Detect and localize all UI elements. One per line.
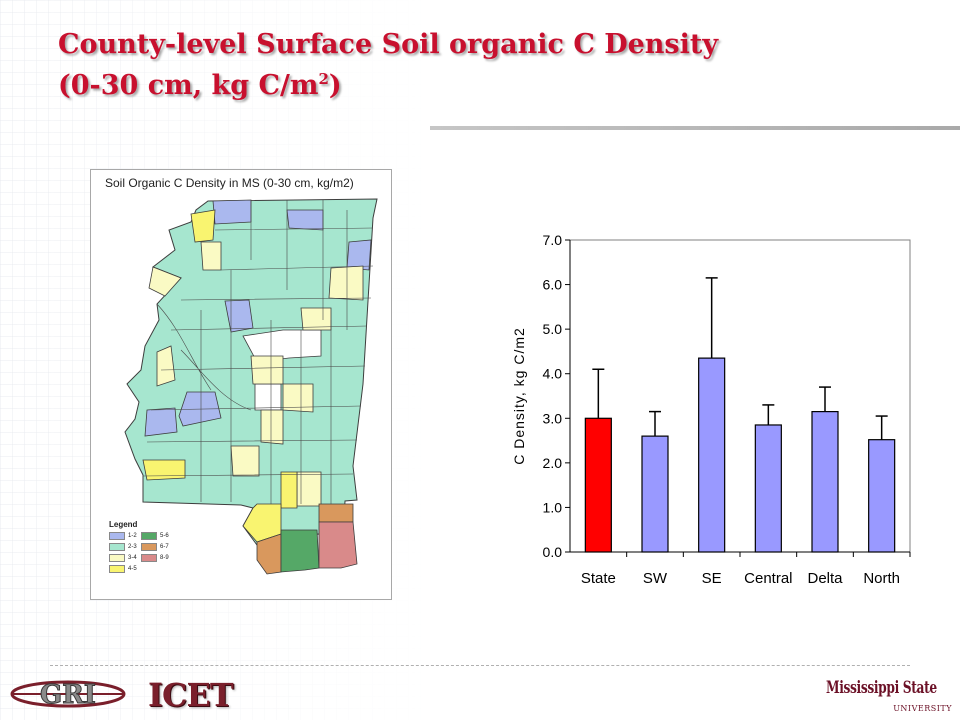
bar-sw xyxy=(641,435,669,553)
mississippi-county-map xyxy=(124,198,378,575)
county-class-3-4 xyxy=(260,409,284,445)
msu-logo-sub: UNIVERSITY xyxy=(893,704,952,713)
legend-item: 4-5 xyxy=(109,565,141,573)
y-tick-label: 4.0 xyxy=(543,366,563,382)
legend-grid: 1-2 5-6 2-3 6-7 3-4 8-9 4-5 xyxy=(109,532,173,573)
bar-delta xyxy=(811,411,839,553)
legend-swatch xyxy=(109,554,125,562)
y-tick-label: 6.0 xyxy=(543,277,563,293)
map-legend: Legend 1-2 5-6 2-3 6-7 3-4 8-9 4-5 xyxy=(109,520,173,573)
y-tick-label: 7.0 xyxy=(543,232,563,248)
footer-divider xyxy=(50,665,910,666)
x-tick-label: State xyxy=(581,570,616,587)
gri-logo: GRI xyxy=(10,680,126,711)
legend-label: 8-9 xyxy=(160,555,169,561)
y-tick-label: 2.0 xyxy=(543,455,563,471)
bar-north xyxy=(868,439,896,553)
slide-title: County-level Surface Soil organic C Dens… xyxy=(58,28,718,103)
legend-label: 4-5 xyxy=(128,566,137,572)
y-tick-label: 5.0 xyxy=(543,321,563,337)
county-class-3-4 xyxy=(156,345,176,387)
map-title: Soil Organic C Density in MS (0-30 cm, k… xyxy=(105,176,354,190)
title-superscript: 2 xyxy=(318,70,329,88)
no-data-region-2 xyxy=(254,383,282,411)
title-close-paren: ) xyxy=(328,70,342,101)
legend-label: 2-3 xyxy=(128,544,137,550)
y-tick-label: 1.0 xyxy=(543,499,563,515)
legend-item: 1-2 xyxy=(109,532,141,540)
gri-logo-text: GRI xyxy=(40,680,96,710)
legend-label: 5-6 xyxy=(160,533,169,539)
legend-item: 2-3 xyxy=(109,543,141,551)
y-axis-title: C Density, kg C/m2 xyxy=(511,327,527,465)
county-class-1-2 xyxy=(224,299,254,333)
legend-swatch xyxy=(141,543,157,551)
county-class-8-9 xyxy=(318,521,358,569)
bar-se xyxy=(698,357,726,553)
msu-logo-name: Mississippi State xyxy=(826,678,937,698)
county-class-4-5 xyxy=(280,471,298,509)
legend-swatch xyxy=(109,532,125,540)
legend-swatch xyxy=(141,532,157,540)
y-tick-label: 3.0 xyxy=(543,410,563,426)
title-units: (0-30 cm, kg C/m xyxy=(58,70,319,101)
county-class-3-4 xyxy=(148,266,182,297)
county-class-3-4 xyxy=(250,355,284,385)
msu-logo: Mississippi State UNIVERSITY xyxy=(826,678,958,718)
bar-central xyxy=(754,424,782,553)
county-class-3-4 xyxy=(282,383,314,413)
bar-state xyxy=(584,417,612,553)
legend-item: 5-6 xyxy=(141,532,173,540)
plot-area xyxy=(569,239,911,553)
legend-item: 3-4 xyxy=(109,554,141,562)
slide-title-line1: County-level Surface Soil organic C Dens… xyxy=(58,29,719,60)
slide-title-line2: (0-30 cm, kg C/m2) xyxy=(58,62,718,103)
county-class-4-5 xyxy=(142,459,186,481)
county-class-1-2 xyxy=(144,407,178,437)
legend-item: 8-9 xyxy=(141,554,173,562)
county-map-figure: Soil Organic C Density in MS (0-30 cm, k… xyxy=(90,169,392,600)
x-tick-label: Delta xyxy=(807,570,843,587)
county-boundaries xyxy=(142,200,374,504)
legend-item: 6-7 xyxy=(141,543,173,551)
x-tick-label: SW xyxy=(643,570,668,587)
county-class-1-2 xyxy=(346,239,372,271)
icet-logo: ICET xyxy=(148,676,234,714)
title-underline xyxy=(430,126,960,130)
county-class-1-2 xyxy=(286,209,324,231)
county-class-3-4 xyxy=(296,471,322,507)
y-tick-label: 0.0 xyxy=(543,544,563,560)
county-class-3-4 xyxy=(328,265,364,301)
county-class-4-5 xyxy=(190,209,216,243)
county-class-3-4 xyxy=(230,445,260,477)
legend-swatch xyxy=(141,554,157,562)
legend-label: 3-4 xyxy=(128,555,137,561)
county-class-3-4 xyxy=(200,241,222,271)
legend-swatch xyxy=(109,543,125,551)
legend-label: 6-7 xyxy=(160,544,169,550)
legend-title: Legend xyxy=(109,520,138,529)
county-class-1-2 xyxy=(212,199,252,225)
x-tick-label: Central xyxy=(744,570,792,587)
x-tick-label: SE xyxy=(702,570,722,587)
legend-label: 1-2 xyxy=(128,533,137,539)
carbon-density-bar-chart: 0.0 1.0 2.0 3.0 4.0 5.0 6.0 7.0 C Density, kg C/… xyxy=(511,232,911,587)
x-tick-label: North xyxy=(863,570,900,587)
legend-swatch xyxy=(109,565,125,573)
county-class-5-6 xyxy=(280,529,320,573)
county-class-6-7 xyxy=(256,533,282,575)
county-class-6-7 xyxy=(318,503,354,523)
